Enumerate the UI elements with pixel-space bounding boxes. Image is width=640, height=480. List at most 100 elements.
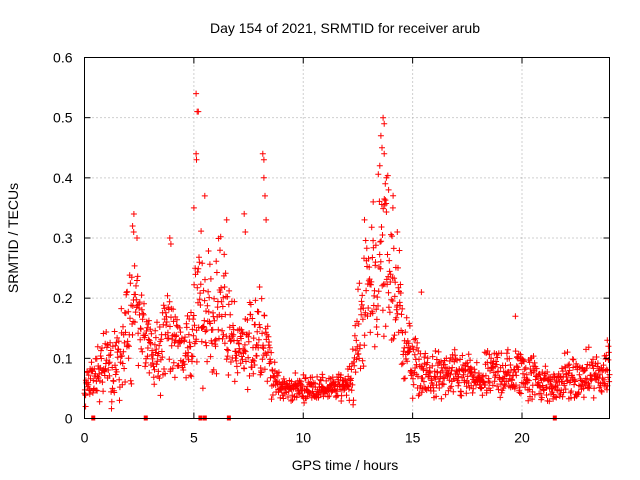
- data-point: [100, 330, 107, 337]
- data-point: [368, 224, 375, 231]
- data-point: [570, 364, 577, 371]
- data-point: [288, 397, 295, 404]
- data-point: [157, 356, 164, 363]
- data-point: [193, 336, 200, 343]
- data-point: [149, 347, 156, 354]
- data-point: [258, 295, 265, 302]
- data-point: [392, 279, 399, 286]
- data-point: [259, 356, 266, 363]
- x-tick-label: 20: [514, 430, 530, 446]
- data-point: [239, 329, 246, 336]
- data-point: [465, 351, 472, 358]
- data-point: [247, 311, 254, 318]
- data-point: [572, 378, 579, 385]
- data-point: [153, 346, 160, 353]
- data-point: [413, 361, 420, 368]
- data-point: [390, 192, 397, 199]
- data-point: [586, 383, 593, 389]
- data-points: [81, 90, 613, 421]
- data-point: [116, 376, 123, 383]
- data-point: [326, 393, 333, 399]
- data-point: [370, 237, 377, 244]
- x-tick-label: 5: [190, 430, 198, 446]
- data-point: [146, 369, 153, 376]
- data-point: [187, 343, 194, 350]
- data-point: [175, 343, 181, 350]
- data-point: [385, 289, 392, 296]
- data-point: [193, 150, 200, 157]
- data-point: [375, 288, 382, 295]
- data-point: [242, 348, 249, 355]
- data-point: [385, 304, 392, 311]
- data-point: [594, 360, 601, 367]
- data-point: [218, 298, 225, 305]
- data-point: [373, 316, 380, 323]
- data-point: [258, 369, 265, 376]
- data-point: [378, 238, 385, 245]
- data-point: [470, 385, 477, 392]
- data-point: [218, 313, 225, 320]
- data-point: [148, 330, 155, 337]
- data-point: [144, 345, 151, 351]
- data-point: [598, 387, 605, 394]
- data-point: [406, 322, 413, 329]
- data-point: [245, 354, 252, 361]
- data-point: [409, 343, 416, 350]
- data-point: [416, 356, 422, 363]
- data-point: [139, 348, 146, 355]
- data-point: [525, 397, 532, 404]
- data-point: [448, 367, 455, 374]
- data-point: [498, 350, 505, 357]
- data-point: [190, 316, 197, 323]
- data-point: [264, 378, 271, 385]
- data-point: [221, 284, 228, 290]
- data-point: [158, 348, 165, 355]
- data-point: [429, 353, 436, 360]
- data-point: [524, 376, 531, 383]
- data-point: [398, 311, 405, 318]
- data-point: [156, 324, 163, 330]
- data-point: [530, 353, 537, 360]
- data-point: [406, 348, 413, 355]
- data-point: [566, 367, 573, 374]
- data-point: [153, 361, 160, 368]
- data-point: [197, 281, 204, 288]
- data-point: [220, 331, 227, 338]
- data-point: [260, 174, 267, 181]
- data-point: [410, 346, 417, 353]
- data-point: [570, 356, 577, 363]
- data-point: [137, 336, 144, 343]
- data-point: [225, 347, 232, 354]
- data-point: [111, 389, 118, 396]
- data-point: [319, 374, 326, 381]
- data-point: [524, 387, 531, 393]
- data-point: [580, 394, 587, 401]
- data-point: [389, 298, 396, 304]
- data-point: [107, 347, 114, 354]
- data-point: [351, 332, 358, 339]
- data-point: [361, 332, 368, 339]
- data-point: [582, 375, 589, 382]
- data-point: [163, 322, 170, 329]
- data-point: [156, 375, 163, 382]
- data-point: [288, 378, 295, 385]
- data-point: [170, 359, 177, 366]
- data-point: [473, 359, 480, 366]
- data-point: [260, 156, 267, 163]
- tick-marks: [84, 57, 610, 419]
- data-point: [223, 333, 230, 340]
- data-point: [482, 382, 489, 388]
- data-point: [149, 360, 156, 367]
- data-point: [129, 331, 136, 338]
- data-point: [431, 373, 438, 380]
- data-point: [383, 209, 390, 215]
- data-point: [183, 324, 190, 331]
- data-point: [452, 352, 458, 359]
- data-point: [129, 303, 136, 309]
- data-point: [468, 382, 475, 389]
- data-point: [448, 383, 455, 390]
- data-point: [224, 353, 231, 360]
- data-point: [138, 306, 145, 313]
- data-point: [190, 204, 197, 211]
- data-point: [86, 391, 93, 398]
